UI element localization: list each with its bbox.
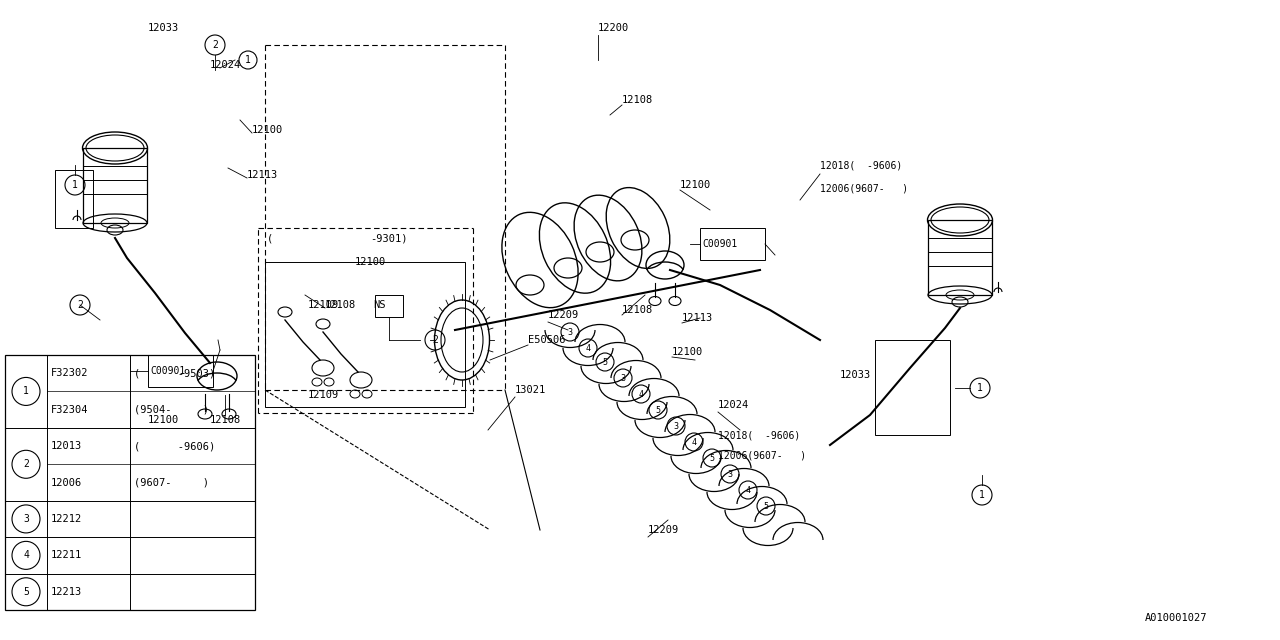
Text: 4: 4: [745, 486, 750, 495]
Text: A010001027: A010001027: [1146, 613, 1207, 623]
Text: 12100: 12100: [148, 415, 179, 425]
Text: 12006(9607-   ): 12006(9607- ): [718, 450, 806, 460]
Text: 12113: 12113: [682, 313, 713, 323]
Text: 12024: 12024: [210, 60, 241, 70]
Text: 1: 1: [979, 490, 984, 500]
Text: (      -9606): ( -9606): [134, 441, 215, 451]
Text: 12108: 12108: [325, 300, 356, 310]
Text: 12200: 12200: [598, 23, 630, 33]
Text: 2: 2: [77, 300, 83, 310]
Text: 12024: 12024: [718, 400, 749, 410]
Text: F32302: F32302: [51, 368, 88, 378]
Bar: [876, 340, 950, 435]
Text: 5: 5: [603, 358, 608, 367]
Text: (9504-     ): (9504- ): [134, 404, 209, 415]
Text: 1: 1: [23, 387, 29, 396]
Bar: [148, 355, 212, 387]
Text: 5: 5: [23, 587, 29, 596]
Text: 5: 5: [709, 454, 714, 463]
Text: E50506: E50506: [529, 335, 566, 345]
Text: 12113: 12113: [247, 170, 278, 180]
Text: 4: 4: [585, 344, 590, 353]
Text: C00901: C00901: [150, 366, 186, 376]
Text: 12100: 12100: [252, 125, 283, 135]
Text: 3: 3: [23, 514, 29, 524]
Text: 3: 3: [673, 422, 678, 431]
Text: 13021: 13021: [515, 385, 547, 395]
Text: 4: 4: [639, 390, 644, 399]
Text: 4: 4: [691, 438, 696, 447]
Text: 12100: 12100: [680, 180, 712, 190]
Text: (      -9503): ( -9503): [134, 368, 215, 378]
Text: 12033: 12033: [840, 370, 872, 380]
Text: 12109: 12109: [308, 300, 339, 310]
Text: F32304: F32304: [51, 404, 88, 415]
Text: 4: 4: [23, 550, 29, 561]
Text: 3: 3: [727, 470, 732, 479]
Text: 1: 1: [72, 180, 78, 190]
Text: 2: 2: [212, 40, 218, 50]
Text: 2: 2: [23, 460, 29, 469]
Text: NS: NS: [372, 300, 385, 310]
Bar: [700, 228, 765, 260]
Text: 12211: 12211: [51, 550, 82, 561]
Text: 12209: 12209: [548, 310, 580, 320]
Text: 12013: 12013: [51, 441, 82, 451]
Text: 12100: 12100: [672, 347, 703, 357]
Bar: [83, 148, 147, 223]
Text: C00901: C00901: [701, 239, 737, 249]
Bar: [5, 355, 255, 610]
Text: 12006: 12006: [51, 477, 82, 488]
Text: 12109: 12109: [308, 390, 339, 400]
Text: 12108: 12108: [622, 305, 653, 315]
Text: 5: 5: [655, 406, 660, 415]
Text: 12033: 12033: [148, 23, 179, 33]
Text: 12212: 12212: [51, 514, 82, 524]
Text: 12100: 12100: [355, 257, 387, 267]
Text: 2: 2: [433, 335, 438, 345]
Text: (: (: [268, 233, 273, 243]
Text: 1: 1: [977, 383, 983, 393]
Text: 1: 1: [244, 55, 251, 65]
Text: 12018(  -9606): 12018( -9606): [718, 430, 800, 440]
Text: 12213: 12213: [51, 587, 82, 596]
Text: 3: 3: [567, 328, 572, 337]
Text: (9607-     ): (9607- ): [134, 477, 209, 488]
Text: 5: 5: [763, 502, 768, 511]
Text: 12018(  -9606): 12018( -9606): [820, 160, 902, 170]
Text: 3: 3: [621, 374, 626, 383]
Text: -9301): -9301): [370, 233, 407, 243]
Text: 12108: 12108: [622, 95, 653, 105]
Bar: [375, 295, 403, 317]
Text: 12006(9607-   ): 12006(9607- ): [820, 183, 908, 193]
Text: 12108: 12108: [210, 415, 241, 425]
Bar: [928, 220, 992, 295]
Bar: [55, 170, 93, 228]
Text: 12209: 12209: [648, 525, 680, 535]
Bar: [265, 262, 465, 407]
